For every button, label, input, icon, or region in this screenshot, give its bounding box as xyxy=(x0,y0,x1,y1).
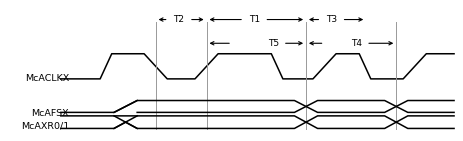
Text: T5: T5 xyxy=(268,39,279,48)
Text: T1: T1 xyxy=(248,15,259,24)
Text: T2: T2 xyxy=(173,15,184,24)
Text: McACLKX: McACLKX xyxy=(25,74,69,83)
Text: McAFSX: McAFSX xyxy=(31,109,69,118)
Text: T4: T4 xyxy=(350,39,362,48)
Text: T3: T3 xyxy=(325,15,336,24)
Text: McAXR0/1: McAXR0/1 xyxy=(21,122,69,131)
